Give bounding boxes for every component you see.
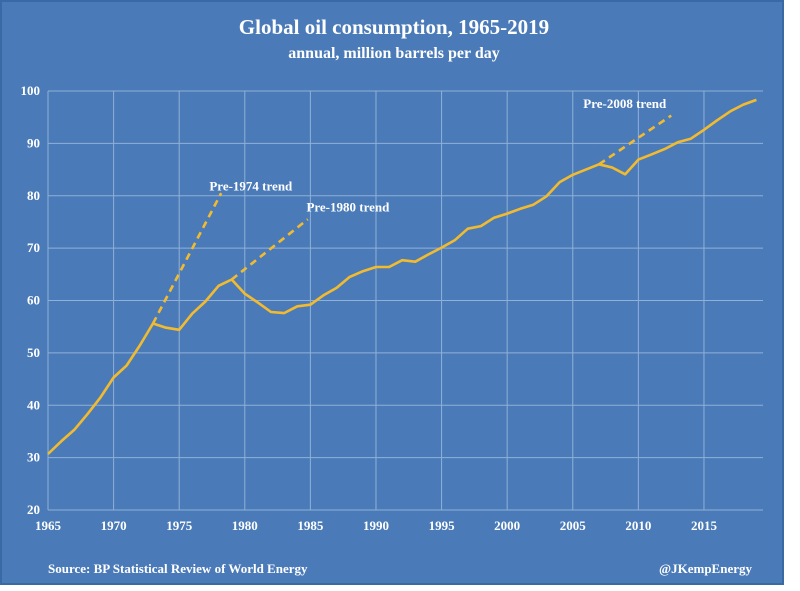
y-tick-label: 20 — [27, 502, 40, 517]
x-axis: 1965 1970 1975 1980 1985 1990 1995 2000 2005 2010… — [35, 518, 717, 533]
y-tick-label: 30 — [27, 450, 40, 465]
annotation-layer: Pre-1974 trend Pre-1980 trend Pre-2008 tre… — [209, 96, 667, 215]
trend-annotation: Pre-2008 trend — [583, 96, 667, 111]
trend-line — [230, 218, 309, 281]
x-tick-label: 2010 — [625, 518, 651, 533]
trend-annotation: Pre-1974 trend — [209, 179, 293, 194]
x-tick-label: 1985 — [297, 518, 324, 533]
y-tick-label: 90 — [27, 135, 40, 150]
y-tick-label: 50 — [27, 345, 40, 360]
x-tick-label: 1975 — [166, 518, 193, 533]
source-note: Source: BP Statistical Review of World E… — [48, 561, 308, 576]
x-tick-label: 1970 — [101, 518, 127, 533]
chart-svg: Global oil consumption, 1965-2019 annual… — [21, 15, 763, 576]
x-tick-label: 2015 — [691, 518, 718, 533]
y-tick-label: 100 — [21, 83, 41, 98]
author-handle: @JKempEnergy — [659, 561, 752, 576]
x-tick-label: 2005 — [560, 518, 587, 533]
x-tick-label: 1980 — [232, 518, 258, 533]
grid-layer — [47, 90, 763, 511]
series-layer — [47, 98, 757, 455]
trend-line — [598, 114, 672, 166]
trend-line — [151, 192, 223, 325]
x-tick-label: 1995 — [429, 518, 456, 533]
y-axis: 20 30 40 50 60 70 80 90 100 — [21, 83, 41, 517]
y-tick-label: 40 — [27, 397, 40, 412]
trend-annotation: Pre-1980 trend — [306, 199, 390, 214]
chart-subtitle: annual, million barrels per day — [288, 45, 499, 62]
y-tick-label: 60 — [27, 293, 40, 308]
y-tick-label: 80 — [27, 188, 40, 203]
x-tick-label: 1965 — [35, 518, 62, 533]
chart-frame: Global oil consumption, 1965-2019 annual… — [0, 0, 784, 585]
y-tick-label: 70 — [27, 240, 40, 255]
x-tick-label: 2000 — [494, 518, 520, 533]
x-tick-label: 1990 — [363, 518, 389, 533]
chart-title: Global oil consumption, 1965-2019 — [239, 15, 549, 39]
consumption-line — [47, 98, 757, 455]
